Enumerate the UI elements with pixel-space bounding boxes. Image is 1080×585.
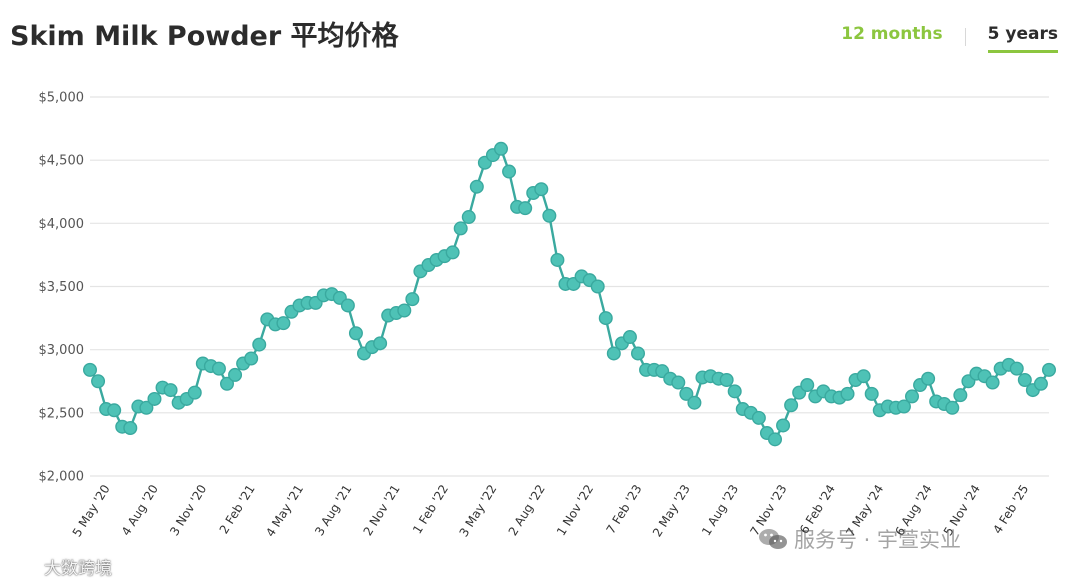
data-point[interactable] — [598, 311, 613, 326]
data-point[interactable] — [107, 403, 122, 418]
data-point[interactable] — [671, 375, 686, 390]
data-point[interactable] — [348, 326, 363, 341]
brand-logo-icon — [6, 559, 40, 577]
x-tick-label: 2 Aug '22 — [506, 482, 548, 538]
time-range-tabs: 12 months 5 years — [841, 22, 1058, 56]
y-tick-label: $5,000 — [39, 91, 85, 106]
brand-watermark-text: 大数跨境 — [44, 559, 112, 579]
data-point[interactable] — [228, 367, 243, 382]
data-point[interactable] — [784, 398, 799, 413]
data-point[interactable] — [187, 385, 202, 400]
data-point[interactable] — [550, 252, 565, 267]
x-tick-label: 5 May '20 — [70, 482, 113, 539]
data-point[interactable] — [1033, 376, 1048, 391]
data-point[interactable] — [590, 279, 605, 294]
data-point[interactable] — [397, 303, 412, 318]
data-point[interactable] — [905, 389, 920, 404]
data-point[interactable] — [502, 164, 517, 179]
data-point[interactable] — [856, 369, 871, 384]
data-point[interactable] — [921, 371, 936, 386]
data-point[interactable] — [606, 346, 621, 361]
data-point[interactable] — [405, 292, 420, 307]
data-point[interactable] — [461, 210, 476, 225]
x-tick-label: 1 Aug '23 — [699, 482, 741, 538]
data-point[interactable] — [800, 378, 815, 393]
wechat-watermark: 服务号 · 宇萱实业 — [758, 524, 961, 554]
x-tick-label: 1 Nov '22 — [554, 482, 596, 538]
data-point[interactable] — [727, 384, 742, 399]
data-point[interactable] — [622, 330, 637, 345]
data-point[interactable] — [469, 179, 484, 194]
y-tick-label: $4,500 — [39, 154, 85, 169]
data-point[interactable] — [945, 400, 960, 415]
x-tick-label: 1 Feb '22 — [410, 482, 451, 536]
data-point[interactable] — [719, 372, 734, 387]
data-point[interactable] — [631, 346, 646, 361]
data-point[interactable] — [244, 351, 259, 366]
x-tick-label: 3 Nov '20 — [167, 482, 209, 538]
x-tick-label: 3 May '22 — [457, 482, 500, 539]
data-point[interactable] — [445, 245, 460, 260]
x-tick-label: 3 Aug '21 — [312, 482, 354, 538]
data-point[interactable] — [985, 375, 1000, 390]
data-point[interactable] — [373, 336, 388, 351]
y-tick-label: $3,500 — [39, 280, 85, 295]
data-point[interactable] — [82, 362, 97, 377]
data-point[interactable] — [211, 361, 226, 376]
data-point[interactable] — [776, 418, 791, 433]
wechat-watermark-text: 服务号 · 宇萱实业 — [794, 528, 962, 552]
data-point[interactable] — [1017, 372, 1032, 387]
data-point[interactable] — [751, 410, 766, 425]
page-title: Skim Milk Powder 平均价格 — [10, 21, 399, 52]
x-tick-label: 2 Feb '21 — [217, 482, 258, 536]
data-point[interactable] — [276, 316, 291, 331]
data-point[interactable] — [1041, 362, 1056, 377]
tab-12-months[interactable]: 12 months — [841, 24, 943, 44]
data-point[interactable] — [453, 221, 468, 236]
x-tick-label: 4 Aug '20 — [119, 482, 161, 538]
series-layer — [82, 141, 1056, 447]
y-tick-label: $4,000 — [39, 217, 85, 232]
tab-5-years[interactable]: 5 years — [987, 22, 1058, 53]
y-tick-label: $2,500 — [39, 406, 85, 421]
data-point[interactable] — [534, 182, 549, 197]
data-point[interactable] — [768, 432, 783, 447]
data-point[interactable] — [1009, 361, 1024, 376]
tab-divider — [964, 28, 966, 46]
data-point[interactable] — [896, 399, 911, 414]
x-tick-label: 4 May '21 — [263, 482, 306, 539]
data-point[interactable] — [542, 208, 557, 223]
data-point[interactable] — [864, 386, 879, 401]
data-point[interactable] — [840, 386, 855, 401]
x-tick-label: 4 Feb '25 — [990, 482, 1031, 536]
y-tick-label: $3,000 — [39, 343, 85, 358]
data-point[interactable] — [494, 141, 509, 156]
wechat-icon — [758, 527, 788, 551]
data-point[interactable] — [139, 400, 154, 415]
x-tick-label: 7 Feb '23 — [603, 482, 644, 536]
data-point[interactable] — [953, 388, 968, 403]
x-tick-label: 2 Nov '21 — [361, 482, 403, 538]
y-tick-label: $2,000 — [39, 470, 85, 485]
y-axis-ticks: $5,000 $4,500 $4,000 $3,500 $3,000 $2,500 $2,0… — [39, 91, 85, 485]
data-point[interactable] — [679, 386, 694, 401]
data-point[interactable] — [518, 201, 533, 216]
data-point[interactable] — [163, 383, 178, 398]
data-point[interactable] — [91, 374, 106, 389]
data-point[interactable] — [147, 391, 162, 406]
data-point[interactable] — [252, 337, 267, 352]
x-tick-label: 2 May '23 — [650, 482, 693, 539]
data-point[interactable] — [123, 420, 138, 435]
data-point[interactable] — [340, 298, 355, 313]
brand-watermark: 大数跨境 — [6, 554, 112, 579]
data-point[interactable] — [687, 395, 702, 410]
data-point[interactable] — [219, 376, 234, 391]
